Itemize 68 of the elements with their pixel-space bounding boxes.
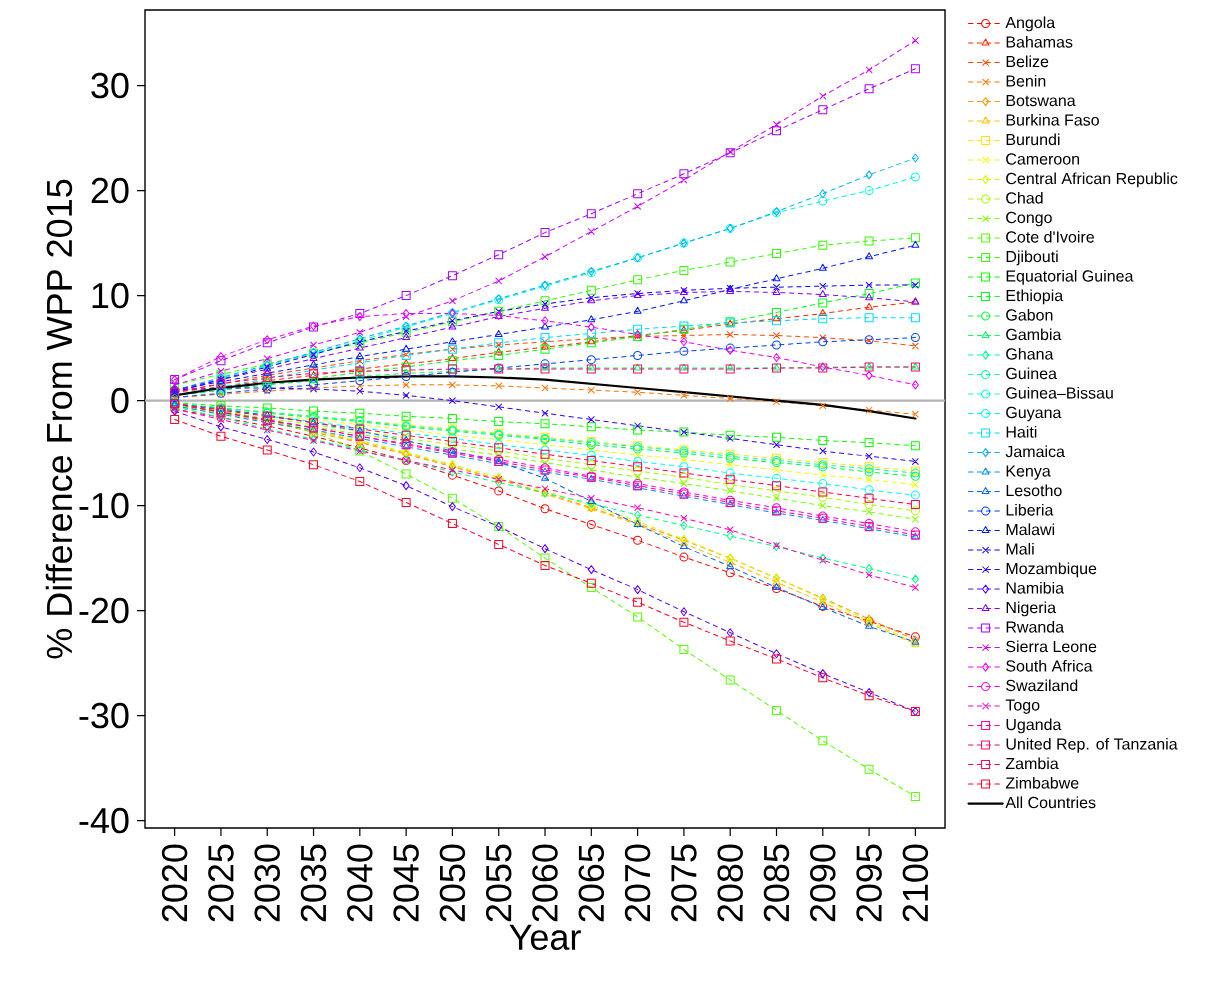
legend-label: Bahamas	[1006, 35, 1073, 48]
y-tick-label: 10	[92, 282, 129, 309]
legend-label: Mozambique	[1006, 562, 1097, 578]
y-tick-label: 30	[91, 72, 129, 99]
x-tick-label: 2075	[671, 844, 697, 922]
legend-label: Swaziland	[1006, 679, 1078, 692]
legend-label: Rwanda	[1006, 620, 1065, 633]
legend-label: Ghana	[1006, 347, 1054, 360]
x-tick-label: 2045	[393, 844, 419, 922]
x-tick-label: 2020	[161, 844, 188, 922]
legend-label: Guinea–Bissau	[1006, 386, 1113, 399]
y-tick-label: -40	[79, 807, 129, 834]
legend-label: Lesotho	[1006, 484, 1062, 497]
legend-label: Burundi	[1006, 133, 1060, 146]
legend-label: Sierra Leone	[1006, 640, 1097, 653]
legend-label: Benin	[1006, 74, 1046, 87]
legend-label: Malawi	[1006, 523, 1055, 536]
legend-label: Guyana	[1006, 406, 1062, 422]
legend-label: Zambia	[1005, 757, 1059, 770]
legend-label: Uganda	[1006, 718, 1062, 734]
legend-label: Botswana	[1006, 95, 1076, 107]
legend-label: All Countries	[1005, 796, 1096, 809]
y-axis-title: % Difference From WPP 2015	[45, 179, 73, 659]
legend-label: Central African Republic	[1006, 172, 1178, 188]
legend-label: Jamaica	[1005, 445, 1065, 458]
x-tick-label: 2040	[347, 844, 373, 922]
legend-label: Ethiopia	[1006, 289, 1064, 305]
y-tick-label: -20	[79, 597, 129, 624]
legend-label: Gambia	[1006, 328, 1062, 341]
x-tick-label: 2050	[439, 844, 466, 922]
legend-label: Cote d'Ivoire	[1006, 230, 1094, 243]
legend-label: Nigeria	[1006, 601, 1057, 617]
x-tick-label: 2095	[856, 844, 882, 922]
y-tick-label: 20	[91, 177, 129, 204]
legend-label: Guinea	[1006, 367, 1057, 380]
legend-label: Namibia	[1006, 581, 1065, 594]
legend-label: Haiti	[1006, 425, 1037, 438]
x-tick-label: 2100	[902, 844, 929, 922]
y-tick-label: 0	[111, 387, 129, 414]
x-tick-label: 2030	[254, 844, 280, 922]
legend-label: South Africa	[1006, 659, 1093, 672]
x-axis-title: Year	[509, 924, 581, 950]
x-tick-label: 2090	[810, 844, 836, 922]
legend-label: Kenya	[1006, 465, 1051, 480]
legend-label: Chad	[1006, 191, 1043, 204]
legend-label: Zimbabwe	[1005, 776, 1079, 789]
legend-label: Burkina Faso	[1006, 113, 1099, 126]
legend-label: Equatorial Guinea	[1006, 269, 1134, 285]
x-tick-label: 2035	[300, 844, 327, 922]
legend-label: Gabon	[1006, 308, 1053, 321]
legend-label: United Rep. of Tanzania	[1006, 737, 1178, 753]
legend-label: Angola	[1005, 16, 1056, 32]
x-tick-label: 2055	[485, 844, 512, 922]
legend-label: Congo	[1006, 211, 1052, 227]
x-tick-label: 2025	[208, 844, 234, 922]
x-tick-label: 2070	[624, 844, 651, 922]
legend-label: Djibouti	[1006, 250, 1058, 266]
x-tick-label: 2080	[717, 844, 743, 922]
legend-label: Togo	[1005, 699, 1040, 714]
legend-label: Liberia	[1006, 503, 1054, 516]
y-tick-label: -30	[79, 702, 129, 729]
x-tick-label: 2065	[578, 844, 605, 922]
x-tick-label: 2060	[532, 844, 558, 922]
legend-label: Cameroon	[1006, 153, 1080, 165]
y-tick-label: -10	[79, 492, 129, 519]
legend-label: Belize	[1006, 55, 1049, 68]
legend-label: Mali	[1006, 542, 1034, 555]
x-tick-label: 2085	[763, 844, 790, 922]
